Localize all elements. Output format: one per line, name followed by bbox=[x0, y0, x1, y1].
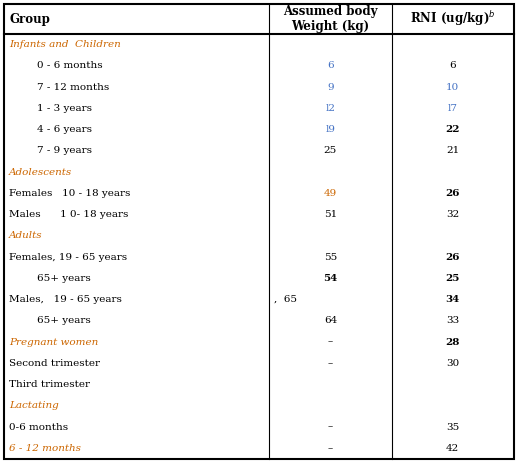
Text: 34: 34 bbox=[445, 295, 460, 304]
Text: Adolescents: Adolescents bbox=[9, 168, 72, 176]
Text: 28: 28 bbox=[445, 338, 460, 347]
Text: Adults: Adults bbox=[9, 232, 42, 240]
Text: 0 - 6 months: 0 - 6 months bbox=[37, 62, 103, 70]
Text: 6: 6 bbox=[327, 62, 334, 70]
Text: –: – bbox=[328, 444, 333, 453]
Text: 6: 6 bbox=[450, 62, 456, 70]
Text: Females, 19 - 65 years: Females, 19 - 65 years bbox=[9, 253, 127, 262]
Text: 35: 35 bbox=[446, 423, 459, 432]
Text: 6 - 12 months: 6 - 12 months bbox=[9, 444, 81, 453]
Text: Females   10 - 18 years: Females 10 - 18 years bbox=[9, 189, 131, 198]
Text: Males      1 0- 18 years: Males 1 0- 18 years bbox=[9, 210, 128, 219]
Text: 30: 30 bbox=[446, 359, 459, 368]
Text: 1 - 3 years: 1 - 3 years bbox=[37, 104, 92, 113]
Text: 0-6 months: 0-6 months bbox=[9, 423, 68, 432]
Text: 33: 33 bbox=[446, 316, 459, 325]
Text: 54: 54 bbox=[323, 274, 338, 283]
Text: Group: Group bbox=[9, 13, 50, 25]
Text: Assumed body
Weight (kg): Assumed body Weight (kg) bbox=[283, 5, 378, 33]
Text: –: – bbox=[328, 338, 333, 347]
Text: l9: l9 bbox=[325, 125, 335, 134]
Text: Pregnant women: Pregnant women bbox=[9, 338, 98, 347]
Text: Third trimester: Third trimester bbox=[9, 380, 90, 389]
Text: Males,   19 - 65 years: Males, 19 - 65 years bbox=[9, 295, 122, 304]
Text: Second trimester: Second trimester bbox=[9, 359, 100, 368]
Text: 65+ years: 65+ years bbox=[37, 316, 91, 325]
Text: –: – bbox=[328, 423, 333, 432]
Text: 26: 26 bbox=[445, 253, 460, 262]
Text: 9: 9 bbox=[327, 82, 334, 92]
Text: 7 - 12 months: 7 - 12 months bbox=[37, 82, 109, 92]
Text: 51: 51 bbox=[324, 210, 337, 219]
Text: 26: 26 bbox=[445, 189, 460, 198]
Text: 64: 64 bbox=[324, 316, 337, 325]
Text: Infants and  Children: Infants and Children bbox=[9, 40, 121, 49]
Text: 49: 49 bbox=[324, 189, 337, 198]
Text: 32: 32 bbox=[446, 210, 459, 219]
Text: 42: 42 bbox=[446, 444, 459, 453]
Text: 65+ years: 65+ years bbox=[37, 274, 91, 283]
Text: 25: 25 bbox=[324, 146, 337, 156]
Text: –: – bbox=[328, 359, 333, 368]
Text: Lactating: Lactating bbox=[9, 401, 59, 410]
Text: 21: 21 bbox=[446, 146, 459, 156]
Text: 10: 10 bbox=[446, 82, 459, 92]
Text: 7 - 9 years: 7 - 9 years bbox=[37, 146, 92, 156]
Text: 22: 22 bbox=[445, 125, 460, 134]
Text: l7: l7 bbox=[448, 104, 458, 113]
Text: RNI (ug/kg)$^b$: RNI (ug/kg)$^b$ bbox=[410, 10, 496, 28]
Text: 25: 25 bbox=[445, 274, 460, 283]
Text: l2: l2 bbox=[325, 104, 335, 113]
Text: 4 - 6 years: 4 - 6 years bbox=[37, 125, 92, 134]
Text: ,  65: , 65 bbox=[274, 295, 297, 304]
Text: 55: 55 bbox=[324, 253, 337, 262]
